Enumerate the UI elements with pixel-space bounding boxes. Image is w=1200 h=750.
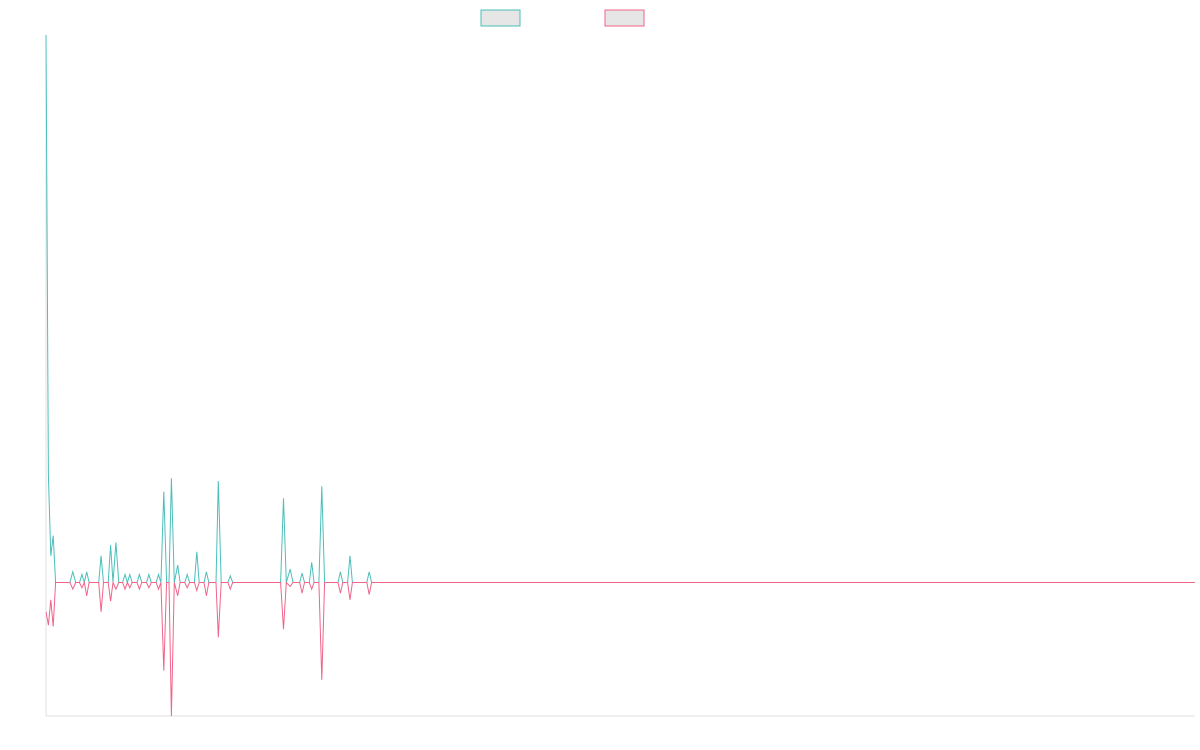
legend: [480, 9, 645, 27]
series-layer: [45, 34, 1195, 717]
series-line-1: [45, 34, 1195, 585]
series-line-2: [45, 580, 1195, 717]
legend-swatch-series-1[interactable]: [480, 9, 521, 27]
legend-swatch-series-2[interactable]: [604, 9, 645, 27]
